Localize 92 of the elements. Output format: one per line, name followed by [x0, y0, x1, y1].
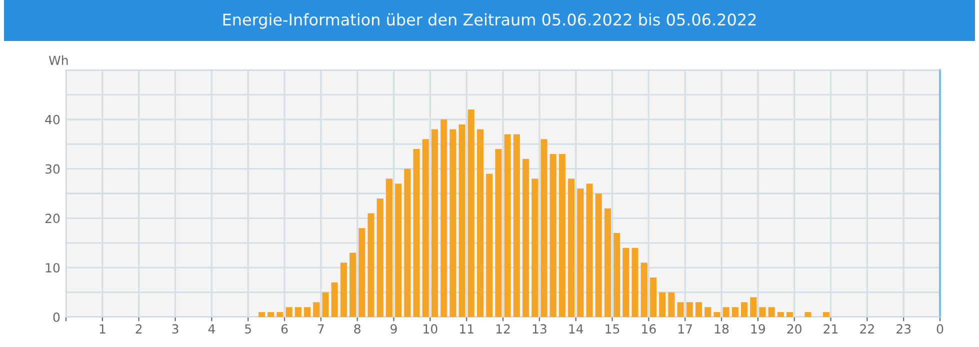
- bar: [750, 297, 757, 317]
- bar: [614, 233, 620, 317]
- y-tick-label: 0: [53, 312, 60, 322]
- bar: [804, 312, 812, 317]
- bar: [822, 312, 830, 317]
- bar: [331, 282, 338, 317]
- x-tick-label: 12: [496, 324, 510, 334]
- bar: [768, 307, 775, 317]
- bar: [286, 307, 292, 317]
- bar: [468, 110, 474, 317]
- bar: [577, 188, 584, 317]
- x-tick-label: 5: [245, 324, 251, 334]
- y-tick-label: 30: [45, 164, 60, 174]
- x-tick-label: 11: [460, 324, 474, 334]
- bar: [604, 208, 611, 317]
- bar: [550, 154, 556, 317]
- bar: [732, 307, 738, 317]
- bar: [376, 198, 384, 317]
- bar: [313, 302, 320, 317]
- bar: [650, 277, 656, 317]
- bar: [386, 178, 392, 317]
- bar: [395, 184, 402, 317]
- bar: [668, 292, 675, 317]
- bar: [695, 302, 702, 317]
- bar: [632, 248, 638, 317]
- bar: [777, 312, 784, 317]
- bar: [640, 262, 648, 317]
- bar: [740, 302, 748, 317]
- x-tick-label: 1: [100, 324, 106, 334]
- x-tick-label: 9: [390, 324, 397, 334]
- bar: [340, 262, 347, 317]
- y-tick-label: 40: [45, 114, 60, 124]
- x-tick-label: 3: [172, 324, 178, 334]
- x-tick-label: 10: [424, 324, 438, 334]
- y-axis-title: Wh: [48, 55, 68, 65]
- y-tick-label: 10: [46, 263, 60, 273]
- bar: [677, 302, 684, 317]
- bar: [304, 307, 311, 317]
- bar: [522, 158, 530, 317]
- x-tick-label: 8: [354, 324, 360, 334]
- bar: [722, 307, 730, 317]
- bar: [586, 184, 593, 317]
- bar: [686, 302, 693, 317]
- x-tick-label: 18: [714, 324, 729, 334]
- bar: [476, 129, 484, 317]
- bar: [368, 213, 374, 317]
- bar: [450, 129, 456, 317]
- x-tick-label: 13: [532, 324, 546, 334]
- bar: [431, 129, 438, 317]
- bar: [268, 312, 274, 317]
- bar: [413, 149, 420, 317]
- bar: [659, 292, 666, 317]
- bar: [714, 312, 720, 317]
- bar: [786, 312, 794, 317]
- bar: [486, 174, 493, 317]
- bar: [595, 194, 602, 317]
- bar: [322, 292, 329, 317]
- bar: [294, 307, 302, 317]
- x-tick-label: 17: [678, 324, 692, 334]
- chart-title: Energie-Information über den Zeitraum 05.06.2022 bis 05.06.2022: [223, 13, 756, 29]
- bar: [276, 312, 284, 317]
- bar: [404, 168, 411, 317]
- bar: [440, 119, 448, 317]
- bar: [540, 139, 548, 317]
- bar: [759, 307, 766, 317]
- bar: [458, 124, 466, 317]
- bar: [558, 154, 566, 317]
- x-tick-label: 2: [136, 324, 142, 334]
- x-tick-label: 22: [860, 324, 874, 334]
- bar: [422, 139, 429, 317]
- bar: [504, 134, 511, 317]
- bar: [495, 149, 502, 317]
- x-tick-label: 4: [208, 324, 215, 334]
- x-tick-label: 20: [787, 324, 802, 334]
- x-tick-label: 6: [281, 324, 288, 334]
- bar: [622, 248, 630, 317]
- bar: [532, 178, 538, 317]
- y-tick-label: 20: [45, 214, 60, 224]
- x-tick-label: 15: [606, 324, 620, 334]
- bar: [258, 312, 266, 317]
- bar: [704, 307, 712, 317]
- x-tick-label: 7: [318, 324, 324, 334]
- bar: [358, 228, 366, 317]
- bar: [513, 134, 520, 317]
- x-tick-label: 23: [896, 324, 911, 334]
- x-tick-label: 16: [642, 324, 656, 334]
- x-tick-label: 19: [751, 324, 765, 334]
- x-tick-label: 0: [936, 324, 944, 334]
- bar: [568, 178, 575, 317]
- x-tick-label: 21: [824, 324, 838, 334]
- x-tick-label: 14: [569, 324, 584, 334]
- bar: [350, 252, 356, 317]
